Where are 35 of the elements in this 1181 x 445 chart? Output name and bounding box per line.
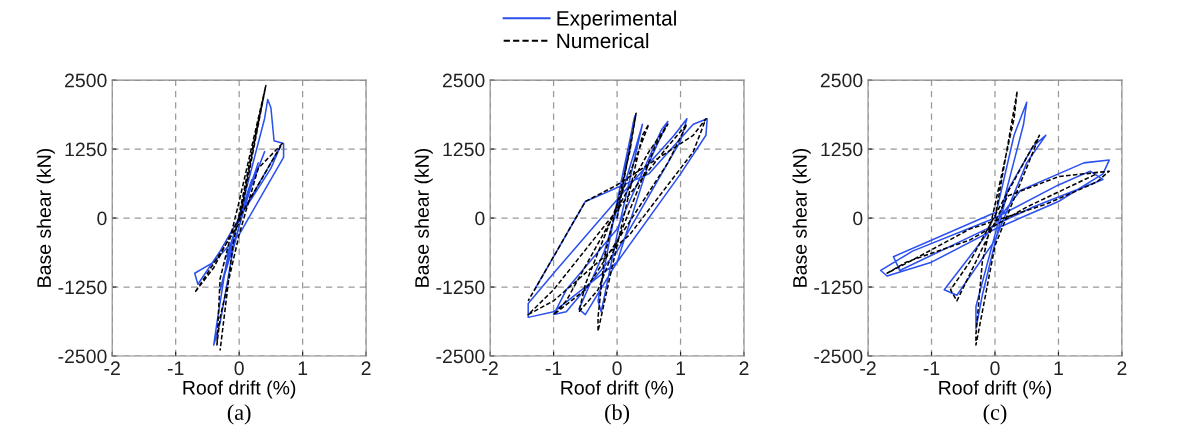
legend-label: Numerical — [557, 32, 649, 49]
y-tick-label: 0 — [853, 211, 863, 226]
x-tick-label: -1 — [923, 361, 940, 375]
y-tick-label: 2500 — [442, 73, 485, 88]
y-axis-title: Base shear (kN) — [36, 149, 55, 287]
x-tick-label: 1 — [1054, 361, 1063, 375]
text: (a) — [227, 404, 251, 425]
x-tick-label: 0 — [990, 361, 1000, 376]
text: (c) — [983, 404, 1007, 425]
text: (b) — [605, 404, 630, 425]
x-tick-label: 0 — [234, 361, 244, 376]
y-tick-label: -1250 — [814, 280, 863, 295]
x-tick-label: 1 — [298, 361, 308, 375]
x-axis-title: Roof drift (%) — [561, 380, 674, 399]
y-tick-label: 1250 — [821, 142, 863, 157]
y-tick-label: 0 — [97, 211, 107, 226]
y-tick-label: 1250 — [65, 142, 107, 157]
y-tick-label: 0 — [475, 211, 485, 226]
y-axis-title: Base shear (kN) — [414, 149, 433, 287]
x-tick-label: -1 — [167, 361, 184, 375]
y-tick-label: 2500 — [65, 73, 107, 88]
y-tick-label: 2500 — [820, 73, 863, 88]
legend-label: Experimental — [557, 10, 676, 30]
x-tick-label: -1 — [545, 361, 562, 375]
x-axis-title: Roof drift (%) — [183, 380, 296, 399]
y-tick-label: -1250 — [436, 280, 485, 295]
x-axis-title: Roof drift (%) — [939, 380, 1052, 399]
x-tick-label: 0 — [612, 361, 622, 376]
y-tick-label: 1250 — [443, 142, 485, 157]
x-tick-label: 1 — [676, 361, 686, 375]
x-tick-label: 2 — [739, 361, 749, 375]
x-tick-label: 2 — [361, 361, 371, 375]
x-tick-label: 2 — [1117, 361, 1127, 375]
y-axis-title: Base shear (kN) — [792, 149, 811, 287]
y-tick-label: -1250 — [58, 280, 107, 295]
